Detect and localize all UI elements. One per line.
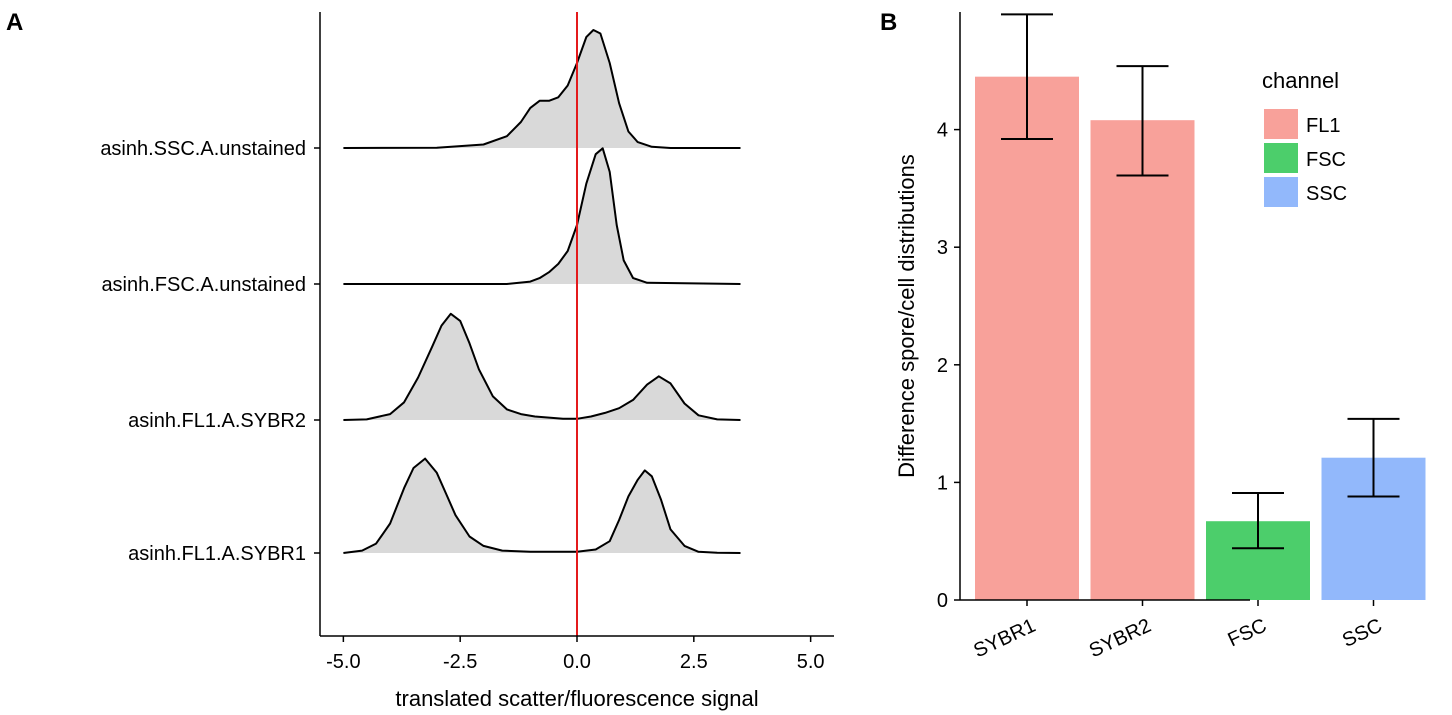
- ridge-fill-asinh-fsc-a-unstained: [343, 148, 741, 284]
- legend-swatch-fsc: [1264, 143, 1298, 173]
- ridge-fill-asinh-ssc-a-unstained: [343, 30, 741, 148]
- y-tick-label-asinh-fsc-a-unstained: asinh.FSC.A.unstained: [101, 274, 306, 296]
- y-tick-label-asinh-fl1-a-sybr1: asinh.FL1.A.SYBR1: [128, 543, 306, 565]
- panel-a-axes: asinh.SSC.A.unstained asinh.FSC.A.unstain…: [100, 12, 834, 673]
- ridge-fill-asinh-fl1-a-sybr2: [343, 313, 741, 420]
- ridge-line-asinh-fsc-a-unstained: [343, 147, 741, 285]
- y-tick-label-4: 4: [937, 120, 948, 142]
- y-tick-label-0: 0: [937, 590, 948, 612]
- error-bars-layer: [1001, 13, 1400, 550]
- legend-label-ssc: SSC: [1306, 183, 1347, 205]
- ridge-line-asinh-fl1-a-sybr1: [343, 457, 741, 554]
- legend-swatch-ssc: [1264, 177, 1298, 207]
- y-tick-label-asinh-ssc-a-unstained: asinh.SSC.A.unstained: [100, 138, 306, 160]
- bars-layer: [975, 76, 1426, 601]
- ridge-fill-asinh-fl1-a-sybr1: [343, 458, 741, 553]
- legend: channel FL1 FSC SSC: [1262, 68, 1347, 207]
- ridges-layer: [343, 29, 741, 554]
- panel-b: B SYBR1 SYBR2 FSC SSC 0 1 2 3 4 Difference spore…: [880, 9, 1426, 662]
- x-tick-label-1: -2.5: [443, 651, 477, 673]
- legend-label-fl1: FL1: [1306, 115, 1340, 137]
- y-tick-label-2: 2: [937, 355, 948, 377]
- x-tick-label-3: 2.5: [680, 651, 708, 673]
- y-tick-label-3: 3: [937, 237, 948, 259]
- panel-a: A asinh.SSC.A.unstained asinh.FSC.A.unsta…: [6, 9, 834, 711]
- x-tick-label-ssc: SSC: [1339, 615, 1386, 652]
- x-tick-label-sybr2: SYBR2: [1086, 615, 1155, 663]
- legend-swatch-fl1: [1264, 109, 1298, 139]
- panel-a-letter: A: [6, 9, 23, 36]
- panel-a-x-axis-title: translated scatter/fluorescence signal: [395, 686, 758, 711]
- bar-sybr1: [975, 76, 1079, 601]
- x-tick-label-sybr1: SYBR1: [970, 615, 1039, 663]
- x-tick-label-0: -5.0: [326, 651, 360, 673]
- x-tick-label-fsc: FSC: [1225, 615, 1271, 652]
- ridge-line-asinh-fl1-a-sybr2: [343, 312, 741, 421]
- legend-title: channel: [1262, 68, 1339, 93]
- y-tick-label-asinh-fl1-a-sybr2: asinh.FL1.A.SYBR2: [128, 410, 306, 432]
- x-tick-label-4: 5.0: [797, 651, 825, 673]
- legend-label-fsc: FSC: [1306, 149, 1346, 171]
- x-tick-label-2: 0.0: [563, 651, 591, 673]
- y-tick-label-1: 1: [937, 472, 948, 494]
- panel-b-letter: B: [880, 9, 897, 36]
- panel-b-y-axis-title: Difference spore/cell distributions: [894, 154, 919, 478]
- bar-sybr2: [1090, 120, 1195, 600]
